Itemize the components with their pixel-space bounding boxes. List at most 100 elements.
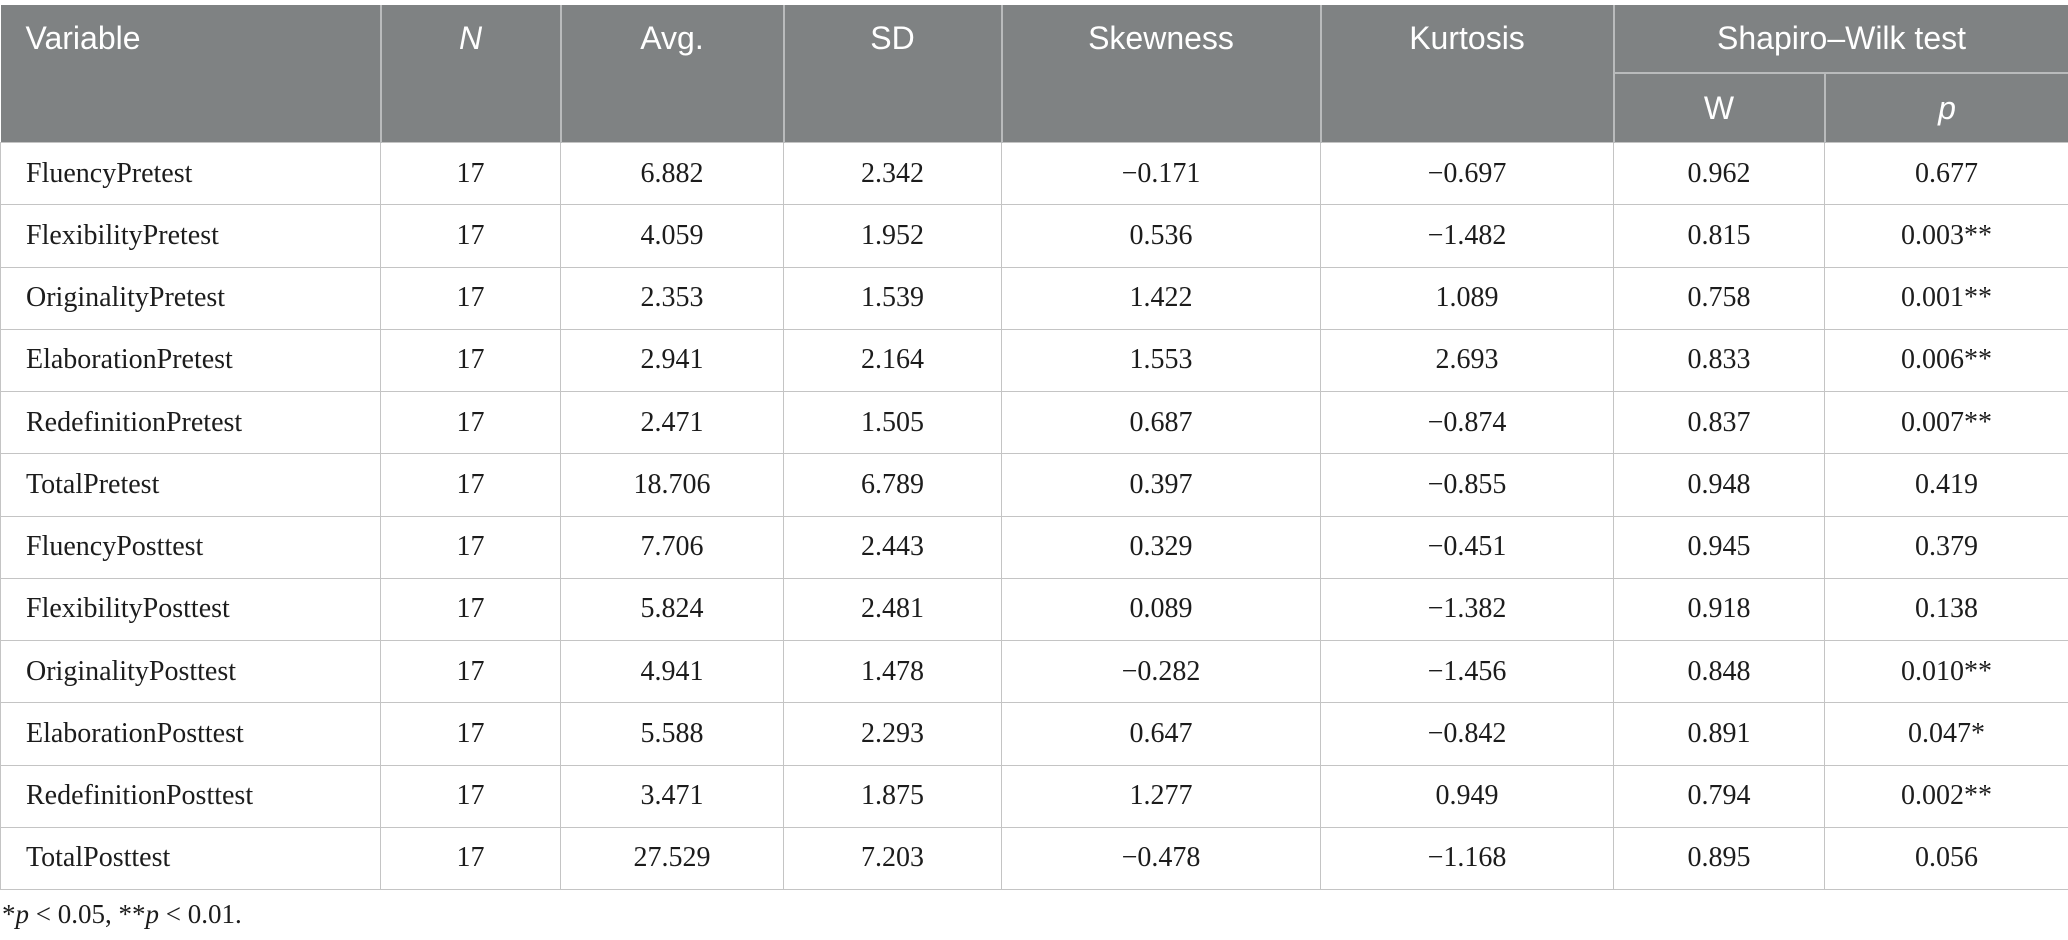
value-cell: 0.002** [1823,764,2068,828]
variable-cell: TotalPosttest [0,826,381,891]
value-cell: 2.342 [783,141,1002,206]
variable-cell: TotalPretest [0,453,381,517]
variable-cell: ElaborationPosttest [0,702,381,766]
footnote-segment: < 0.05, ** [29,899,146,929]
value-cell: 0.848 [1613,639,1825,704]
value-cell: 0.007** [1823,390,2068,455]
value-cell: 0.047* [1823,702,2068,766]
value-cell: 27.529 [560,826,784,891]
col-header-variable: Variable [0,5,382,143]
value-cell: −0.451 [1320,515,1614,579]
table-row: TotalPosttest 17 27.529 7.203 −0.478 −1.168 0.… [0,826,2068,891]
value-cell: 0.794 [1613,764,1825,828]
table-row: OriginalityPosttest 17 4.941 1.478 −0.282 −1.… [0,639,2068,704]
value-cell: 1.478 [783,639,1002,704]
table-row: TotalPretest 17 18.706 6.789 0.397 −0.855 0.94… [0,453,2068,517]
value-cell: 0.397 [1001,453,1321,517]
value-cell: 1.539 [783,266,1002,330]
value-cell: 7.203 [783,826,1002,891]
value-cell: 2.693 [1320,328,1614,393]
table-body: FluencyPretest 17 6.882 2.342 −0.171 −0.697 0.… [0,141,2068,891]
col-header-kurtosis-label: Kurtosis [1409,20,1525,56]
value-cell: 2.443 [783,515,1002,579]
col-header-avg: Avg. [560,5,785,143]
value-cell: 4.941 [560,639,784,704]
value-cell: 0.003** [1823,204,2068,268]
table-header: Variable N Avg. SD Skewness Kurtosis [0,5,2068,143]
value-cell: 2.164 [783,328,1002,393]
value-cell: 0.837 [1613,390,1825,455]
value-cell: 0.687 [1001,390,1321,455]
value-cell: 6.789 [783,453,1002,517]
col-header-p-label: p [1938,89,1956,126]
variable-cell: RedefinitionPosttest [0,764,381,828]
table-row: FlexibilityPretest 17 4.059 1.952 0.536 −1.48… [0,204,2068,268]
value-cell: 0.891 [1613,702,1825,766]
value-cell: 0.948 [1613,453,1825,517]
variable-cell: RedefinitionPretest [0,390,381,455]
col-header-variable-label: Variable [25,20,141,56]
value-cell: 0.419 [1823,453,2068,517]
value-cell: 0.945 [1613,515,1825,579]
value-cell: 17 [380,141,561,206]
value-cell: 17 [380,390,561,455]
value-cell: 0.962 [1613,141,1825,206]
col-header-n: N [380,5,562,143]
value-cell: 17 [380,702,561,766]
value-cell: 1.277 [1001,764,1321,828]
variable-cell: FluencyPretest [0,141,381,206]
value-cell: 7.706 [560,515,784,579]
col-header-n-label: N [458,20,483,56]
value-cell: 0.895 [1613,826,1825,891]
variable-cell: FlexibilityPretest [0,204,381,268]
value-cell: 17 [380,764,561,828]
value-cell: 1.875 [783,764,1002,828]
value-cell: 1.553 [1001,328,1321,393]
value-cell: 0.815 [1613,204,1825,268]
value-cell: 5.588 [560,702,784,766]
value-cell: −0.478 [1001,826,1321,891]
significance-footnote: *p < 0.05, **p < 0.01. [0,899,2068,930]
value-cell: 18.706 [560,453,784,517]
col-header-sd-label: SD [870,20,915,56]
col-header-w-label: W [1703,89,1735,126]
value-cell: −0.855 [1320,453,1614,517]
variable-cell: FluencyPosttest [0,515,381,579]
value-cell: −1.482 [1320,204,1614,268]
value-cell: 17 [380,639,561,704]
value-cell: 17 [380,453,561,517]
value-cell: 0.089 [1001,577,1321,642]
value-cell: 0.006** [1823,328,2068,393]
value-cell: −0.842 [1320,702,1614,766]
value-cell: 0.138 [1823,577,2068,642]
value-cell: 0.536 [1001,204,1321,268]
value-cell: 0.758 [1613,266,1825,330]
value-cell: 17 [380,266,561,330]
value-cell: 1.089 [1320,266,1614,330]
table-row: OriginalityPretest 17 2.353 1.539 1.422 1.089… [0,266,2068,330]
value-cell: 2.471 [560,390,784,455]
value-cell: 0.001** [1823,266,2068,330]
header-row-2: W p [1,73,2068,143]
value-cell: 1.422 [1001,266,1321,330]
value-cell: 0.918 [1613,577,1825,642]
value-cell: −1.382 [1320,577,1614,642]
col-header-sd: SD [783,5,1003,143]
col-header-avg-label: Avg. [640,20,704,56]
variable-cell: OriginalityPretest [0,266,381,330]
value-cell: 17 [380,577,561,642]
value-cell: 0.677 [1823,141,2068,206]
table-row: FluencyPosttest 17 7.706 2.443 0.329 −0.451 0.… [0,515,2068,579]
value-cell: 2.481 [783,577,1002,642]
value-cell: −0.282 [1001,639,1321,704]
variable-cell: OriginalityPosttest [0,639,381,704]
col-header-p: p [1824,73,2068,143]
col-header-kurtosis: Kurtosis [1320,5,1615,143]
value-cell: 1.952 [783,204,1002,268]
value-cell: 2.293 [783,702,1002,766]
value-cell: 17 [380,515,561,579]
table-row: ElaborationPretest 17 2.941 2.164 1.553 2.693… [0,328,2068,393]
value-cell: −0.171 [1001,141,1321,206]
header-row-1: Variable N Avg. SD Skewness Kurtosis [0,5,2068,143]
value-cell: −0.874 [1320,390,1614,455]
